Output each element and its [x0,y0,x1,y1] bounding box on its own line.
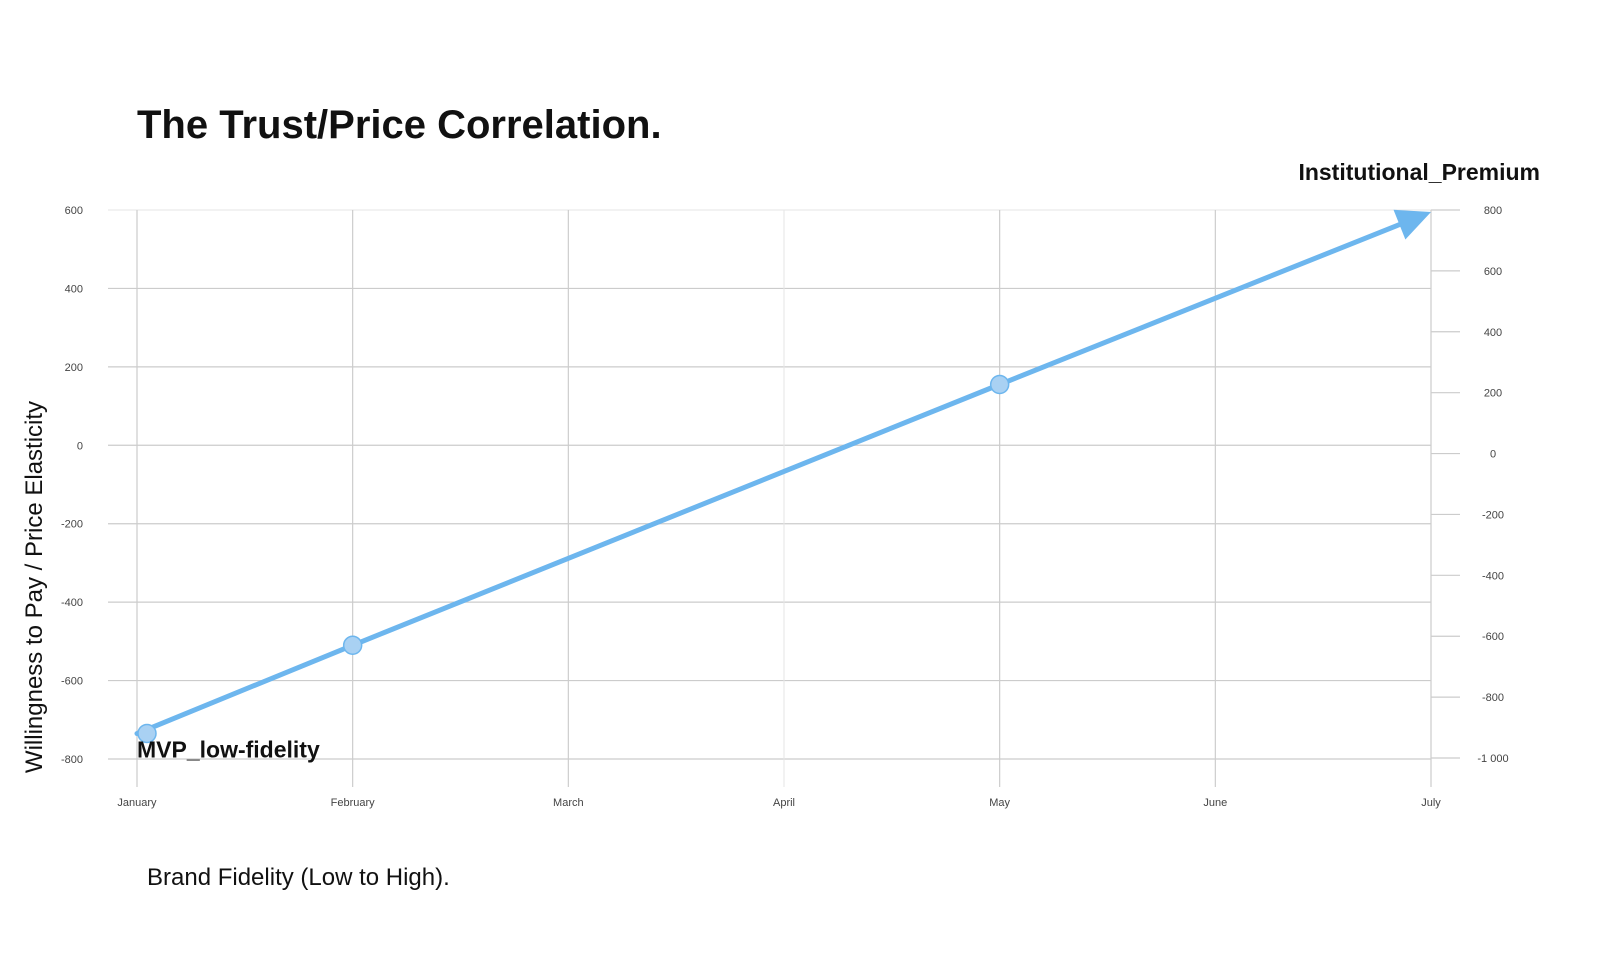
series-line [134,220,1406,737]
annotation-label: Institutional_Premium [1298,159,1540,185]
left-y-axis-ticks: 600 400 200 0 -200 -400 -600 -800 [61,205,83,766]
left-y-tick-label: 0 [77,440,83,452]
x-tick-label: July [1421,797,1441,809]
right-y-tick-label: 800 [1484,205,1502,217]
left-y-tick-label: -800 [61,754,83,766]
x-tick-label: January [117,797,157,809]
x-tick-label: May [989,797,1010,809]
left-y-tick-label: -200 [61,519,83,531]
series-arrowhead [1393,209,1431,240]
chart-title: The Trust/Price Correlation. [137,103,662,147]
x-tick-label: June [1203,797,1227,809]
right-y-tick-label: 400 [1484,327,1502,339]
right-y-axis-ticks: 800 600 400 200 0 -200 -400 -600 -800 -1 000 [1431,205,1509,765]
x-axis-ticks: January February March April May June July [117,797,1441,809]
series-layer [134,209,1431,744]
right-y-tick-label: 0 [1490,449,1496,461]
left-y-tick-label: 200 [65,362,83,374]
annotations: MVP_low-fidelity Institutional_Premium [137,159,1540,763]
x-tick-label: April [773,797,795,809]
left-y-tick-label: 600 [65,205,83,217]
right-y-tick-label: -600 [1482,631,1504,643]
grid [108,209,1432,787]
right-y-tick-label: -800 [1482,692,1504,704]
right-y-tick-label: -1 000 [1477,753,1508,765]
left-y-tick-label: -400 [61,597,83,609]
right-y-tick-label: -400 [1482,570,1504,582]
left-y-tick-label: -600 [61,676,83,688]
series-point [989,374,1010,395]
x-axis-title: Brand Fidelity (Low to High). [147,864,450,891]
series-point [342,635,363,656]
right-y-tick-label: 600 [1484,266,1502,278]
series-point [137,723,157,744]
annotation-label: MVP_low-fidelity [137,737,320,763]
right-y-tick-label: 200 [1484,388,1502,400]
y-axis-title: Willingness to Pay / Price Elasticity [21,401,48,773]
right-y-tick-label: -200 [1482,509,1504,521]
x-tick-label: February [331,797,376,809]
x-tick-label: March [553,797,584,809]
left-y-tick-label: 400 [65,283,83,295]
